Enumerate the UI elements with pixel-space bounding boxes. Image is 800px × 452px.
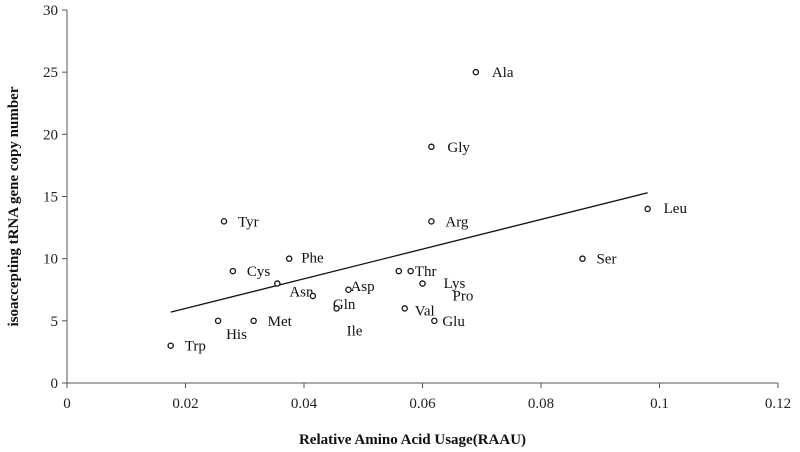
point-label-leu: Leu <box>664 201 688 217</box>
data-point-asn <box>274 280 281 287</box>
data-point-leu <box>644 205 651 213</box>
trendline <box>170 192 648 313</box>
point-label-asn: Asn <box>289 285 314 301</box>
data-point-asp <box>345 286 352 293</box>
x-tick-label: 0.1 <box>650 396 669 412</box>
x-tick-label: 0.06 <box>409 396 436 412</box>
point-label-ser: Ser <box>596 252 616 268</box>
y-tick-label: 25 <box>43 65 58 81</box>
point-label-trp: Trp <box>185 339 206 355</box>
point-label-met: Met <box>268 314 293 330</box>
y-axis-title: isoaccepting tRNA gene copy number <box>6 86 22 326</box>
data-point-gly <box>428 143 435 151</box>
data-point-his <box>214 317 222 325</box>
point-label-asp: Asp <box>350 279 374 295</box>
x-tick-label: 0.12 <box>765 396 791 412</box>
point-label-cys: Cys <box>247 264 271 280</box>
y-tick-label: 20 <box>43 127 58 143</box>
x-ticks: 0 0.02 0.04 0.06 0.08 0.1 0.12 <box>63 383 791 412</box>
data-point-gln <box>309 292 317 300</box>
y-ticks: 0 5 10 15 20 25 30 <box>43 3 67 392</box>
data-point-phe <box>285 255 293 262</box>
x-tick-label: 0 <box>63 396 71 412</box>
data-point-val <box>401 305 408 312</box>
y-tick-label: 15 <box>43 190 58 206</box>
data-point-tyr <box>220 218 228 225</box>
point-label-lys: Lys <box>444 276 466 292</box>
data-point-trp <box>167 342 174 349</box>
data-point-glu <box>431 317 438 325</box>
point-label-ile: Ile <box>347 323 363 339</box>
axes <box>66 10 778 384</box>
data-point-met <box>250 317 257 325</box>
data-point-pro <box>419 280 426 287</box>
data-points: Ala Gly Leu Tyr Arg Phe Ser Cys Thr Lys Asn Asp Pro G… <box>167 65 688 355</box>
x-axis-title: Relative Amino Acid Usage(RAAU) <box>299 432 526 448</box>
data-point-ala <box>472 68 480 76</box>
data-point-arg <box>428 218 435 225</box>
y-tick-label: 5 <box>51 314 59 330</box>
point-label-phe: Phe <box>301 251 324 267</box>
point-label-arg: Arg <box>445 214 469 230</box>
x-tick-label: 0.02 <box>172 396 198 412</box>
point-label-pro: Pro <box>453 289 474 305</box>
y-tick-label: 30 <box>43 3 58 19</box>
y-tick-label: 0 <box>51 376 59 392</box>
data-point-ser <box>579 255 586 262</box>
point-label-val: Val <box>415 303 435 319</box>
point-label-thr: Thr <box>415 264 437 280</box>
point-label-ala: Ala <box>492 65 514 81</box>
point-label-gly: Gly <box>447 140 470 156</box>
y-tick-label: 10 <box>43 252 58 268</box>
point-label-his: His <box>226 327 247 343</box>
data-point-thr <box>395 267 403 275</box>
point-label-glu: Glu <box>442 314 465 330</box>
data-point-ile <box>333 305 340 312</box>
point-label-tyr: Tyr <box>238 214 259 230</box>
data-point-lys <box>407 267 414 275</box>
x-tick-label: 0.08 <box>528 396 554 412</box>
x-tick-label: 0.04 <box>291 396 318 412</box>
data-point-cys <box>229 267 237 275</box>
